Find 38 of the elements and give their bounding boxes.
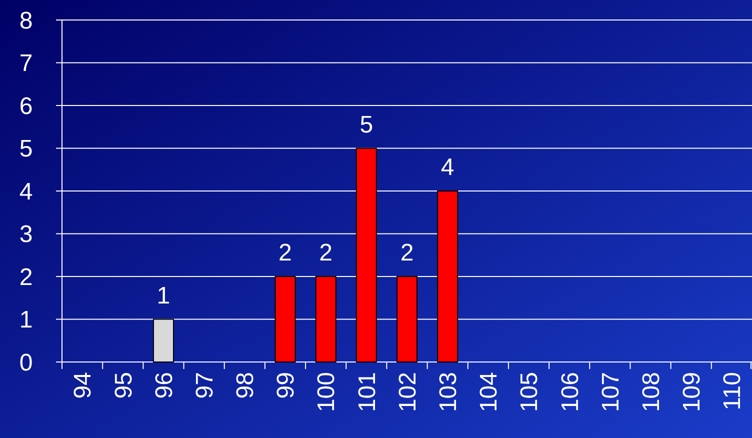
- y-tick-label: 5: [19, 136, 33, 163]
- x-tick-label: 97: [191, 372, 218, 399]
- x-tick-label: 98: [232, 372, 260, 399]
- y-tick-label: 0: [19, 349, 33, 376]
- x-tick-label: 99: [272, 372, 300, 399]
- x-tick-label: 96: [150, 372, 178, 399]
- x-tick-label: 95: [110, 372, 138, 399]
- x-tick-label: 108: [638, 372, 665, 412]
- x-tick-label: 102: [394, 372, 422, 412]
- bar: [152, 318, 174, 362]
- y-tick-label: 4: [19, 178, 33, 206]
- bar: [274, 276, 296, 362]
- data-label: 2: [319, 240, 333, 266]
- x-tick-label: 104: [476, 372, 503, 412]
- x-tick-label: 101: [354, 372, 381, 412]
- x-tick-label: 109: [678, 372, 706, 412]
- data-label: 4: [440, 154, 454, 181]
- x-tick-label: 105: [516, 372, 544, 412]
- y-tick-label: 3: [19, 221, 33, 248]
- data-label: 1: [156, 282, 170, 310]
- x-tick-label: 106: [556, 372, 584, 412]
- x-tick-label: 110: [719, 372, 746, 410]
- bar: [315, 276, 336, 362]
- y-tick-label: 2: [19, 264, 33, 291]
- x-tick-label: 94: [70, 372, 97, 399]
- x-tick-label: 100: [313, 372, 340, 412]
- y-tick-label: 6: [19, 92, 33, 120]
- data-label: 2: [278, 240, 292, 266]
- bar: [437, 190, 458, 362]
- y-tick-label: 8: [19, 7, 33, 34]
- bar: [356, 148, 377, 362]
- y-tick-label: 7: [19, 50, 33, 78]
- y-tick-label: 1: [19, 306, 33, 334]
- x-tick-label: 107: [597, 372, 624, 412]
- data-label: 5: [360, 111, 374, 138]
- x-tick-label: 103: [434, 372, 462, 412]
- bar: [396, 276, 418, 362]
- data-label: 2: [400, 240, 414, 266]
